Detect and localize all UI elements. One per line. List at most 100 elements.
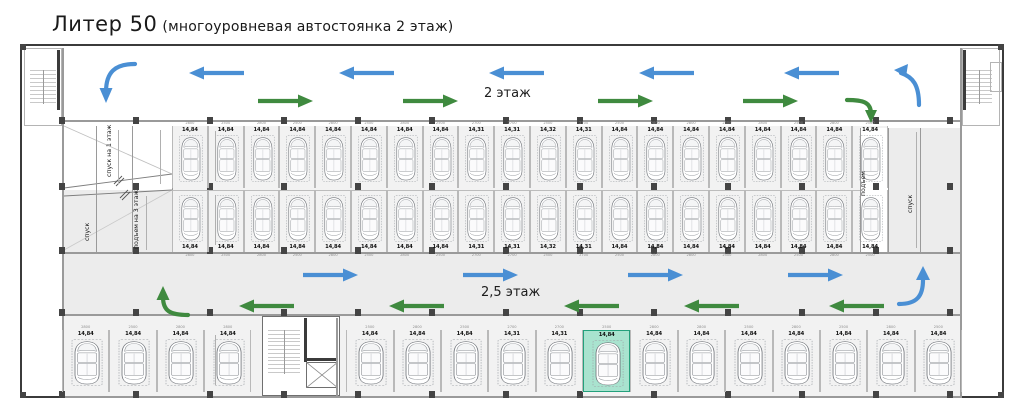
parking-stall[interactable]: 14,84 [440,330,489,392]
car-icon [751,134,777,183]
parking-stall[interactable]: 14,84 [109,330,157,392]
arrow-blue-right-m4 [788,267,844,283]
parking-stall[interactable]: 14,84 [346,330,394,392]
column [947,117,953,124]
parking-stall[interactable]: 14,84 [422,126,459,188]
parking-stall[interactable]: 14,84 [243,190,280,252]
column [651,309,657,316]
parking-stall[interactable]: 14,84 [172,190,208,252]
parking-stall[interactable]: 14,31 [494,126,530,188]
stair-core-right [962,48,1000,126]
stall-area-label: 14,84 [693,331,710,337]
stall-width-dimension: 2500 [543,120,553,125]
parking-stall[interactable]: 14,84 [351,126,387,188]
parking-stall[interactable]: 14,84 [243,126,280,188]
column [577,117,583,124]
column [873,247,879,254]
parking-stall[interactable]: 14,84 [601,126,638,188]
parking-stall[interactable]: 14,32 [530,190,566,252]
parking-stall[interactable]: 14,84 [780,126,817,188]
arrow-blue-right-m3 [628,267,684,283]
parking-stall[interactable]: 14,31 [565,190,602,252]
parking-stall[interactable]: 14,31 [488,330,536,392]
parking-stall[interactable]: 14,84 [315,190,351,252]
car-icon [285,134,311,183]
parking-stall[interactable]: 14,84 [867,330,915,392]
parking-stall[interactable]: 14,31 [458,126,495,188]
parking-stall[interactable]: 14,84 [279,190,316,252]
parking-stall[interactable]: 14,84 [816,126,853,188]
parking-stall[interactable]: 14,84 [601,190,638,252]
wall-inner-right [960,48,962,398]
parking-stall[interactable]: 14,84 [279,126,316,188]
parking-stall[interactable]: 14,84 [677,330,726,392]
stall-area-label: 14,84 [683,127,700,133]
parking-stall[interactable]: 14,84 [673,190,709,252]
car-icon [715,194,741,243]
stall-area-label: 14,84 [862,127,879,133]
parking-stall[interactable]: 14,31 [458,190,495,252]
parking-stall[interactable]: 14,84 [709,190,745,252]
parking-stall[interactable]: 14,31 [494,190,530,252]
ramp-dim-tick-1 [118,130,119,184]
parking-stall[interactable]: 14,84 [772,330,820,392]
parking-stall[interactable]: 14,84 [780,190,817,252]
stall-area-label: 14,31 [504,331,520,337]
parking-stall[interactable]: 14,84 [914,330,962,392]
car-icon [429,134,455,183]
arrow-green-right-3 [598,93,654,109]
parking-stall[interactable]: 14,84 [207,126,244,188]
stall-area-label: 14,84 [683,244,700,250]
parking-stall[interactable]: 14,84 [351,190,387,252]
stall-width-dimension: 2500 [221,252,231,257]
parking-stall[interactable]: 14,84 [630,330,678,392]
column [429,183,435,190]
page-title: Литер 50 (многоуровневая автостоянка 2 э… [52,12,453,36]
parking-stall-selected[interactable]: 14,84 [583,330,631,392]
car-icon [787,194,813,243]
parking-stall[interactable]: 14,84 [422,190,459,252]
parking-stall[interactable]: 14,31 [535,330,584,392]
parking-stall[interactable]: 14,84 [172,126,208,188]
parking-stall[interactable]: 14,84 [62,330,110,392]
parking-stall[interactable]: 14,84 [744,190,781,252]
arrow-green-right-1 [258,93,314,109]
parking-stall[interactable]: 14,84 [819,330,868,392]
stall-width-dimension: 2800 [256,120,267,125]
parking-stall[interactable]: 14,84 [816,190,853,252]
parking-stall[interactable]: 14,84 [637,190,674,252]
car-icon [164,338,198,387]
stall-width-dimension: 2800 [223,324,233,329]
column [133,309,139,316]
car-icon [643,134,669,183]
parking-stall[interactable]: 14,84 [852,126,888,188]
parking-stall[interactable]: 14,84 [386,126,423,188]
arrow-blue-left-3 [488,65,544,81]
parking-stall[interactable]: 14,84 [852,190,888,252]
parking-stall[interactable]: 14,31 [565,126,602,188]
parking-stall[interactable]: 14,84 [393,330,441,392]
column [725,247,731,254]
parking-stall[interactable]: 14,84 [204,330,252,392]
stall-width-dimension: 2500 [292,252,302,257]
stall-depth-dim [215,195,216,245]
ramp-right-floor [888,128,962,252]
parking-stall[interactable]: 14,84 [315,126,351,188]
car-icon [500,134,526,183]
ramp-label-up-to-3: подъем на 3 этаж [133,190,140,249]
column [577,247,583,254]
parking-stall[interactable]: 14,84 [725,330,773,392]
parking-stall[interactable]: 14,84 [673,126,709,188]
parking-stall[interactable]: 14,84 [207,190,244,252]
stall-area-label: 14,84 [253,244,270,250]
parking-stall[interactable]: 14,84 [156,330,205,392]
parking-stall[interactable]: 14,84 [744,126,781,188]
aisle-upper-floor [62,48,962,120]
column [873,183,879,190]
parking-stall[interactable]: 14,84 [386,190,423,252]
parking-stall[interactable]: 14,84 [637,126,674,188]
parking-stall[interactable]: 14,32 [530,126,566,188]
stall-width-dimension: 2700 [507,252,517,257]
parking-stall[interactable]: 14,84 [709,126,745,188]
stall-area-label: 14,84 [611,244,628,250]
